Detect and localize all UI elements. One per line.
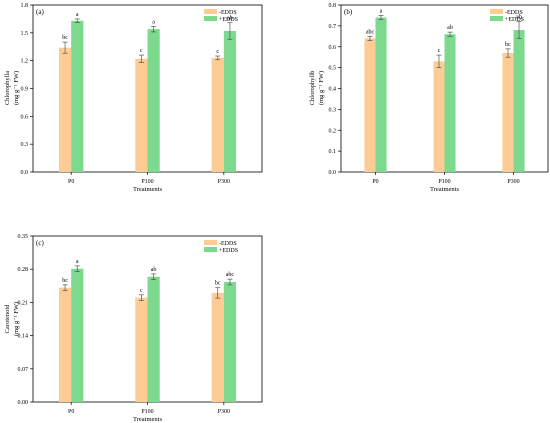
y-tick-label: 0.1 — [329, 149, 337, 155]
y-tick-label: 0.07 — [18, 367, 29, 373]
y-tick-label: 0.21 — [18, 300, 29, 306]
y-tick-label: 1.5 — [21, 31, 29, 37]
legend-swatch — [204, 247, 217, 252]
x-axis-title: Treatments — [133, 416, 162, 423]
y-axis-title-line: Chlorophylla — [4, 71, 11, 105]
bar-edds — [147, 276, 160, 402]
legend-label: +EDDS — [219, 248, 238, 254]
legend-swatch — [204, 9, 217, 14]
chart-panel-1: 0.0 0.3 0.6 0.9 1.2 1.5 1.8 P0 bc a P100 c a P300 c ab (… — [4, 3, 263, 193]
bar-edds — [71, 268, 84, 402]
significance-letter: a — [152, 19, 155, 25]
significance-letter: ab — [516, 15, 522, 21]
x-tick-label: P0 — [68, 409, 74, 415]
y-tick-label: 0.28 — [18, 267, 29, 273]
significance-letter: c — [216, 49, 219, 55]
significance-letter: bc — [505, 42, 511, 48]
bar-edds — [444, 34, 456, 172]
legend-swatch — [490, 9, 503, 14]
significance-letter: ab — [447, 25, 453, 31]
x-tick-label: P100 — [141, 179, 153, 185]
bar-edds — [502, 53, 514, 173]
bar-edds — [71, 20, 84, 173]
x-tick-label: P300 — [507, 179, 519, 185]
y-tick-label: 0.7 — [329, 24, 337, 30]
significance-letter: bc — [62, 35, 68, 41]
x-tick-label: P0 — [68, 179, 74, 185]
bar-edds — [135, 58, 148, 172]
x-tick-label: P100 — [438, 179, 450, 185]
significance-letter: bc — [215, 281, 221, 287]
y-axis-title: Chlorophyllb (mg g⁻¹ FW) — [309, 71, 325, 106]
y-axis-title-line: (mg g⁻¹ FW) — [13, 302, 20, 336]
y-tick-label: 0.5 — [329, 66, 337, 72]
y-tick-label: 0.3 — [21, 142, 29, 148]
legend-swatch — [490, 16, 503, 21]
legend-label: -EDDS — [219, 10, 237, 16]
chart-panel-3: 0.00 0.07 0.14 0.21 0.28 0.35 P0 bc a P100 c ab P300… — [4, 234, 263, 423]
significance-letter: ab — [227, 16, 233, 22]
significance-letter: abc — [366, 29, 375, 35]
significance-letter: abc — [226, 272, 235, 278]
y-tick-label: 1.2 — [21, 59, 29, 65]
y-tick-label: 0.8 — [329, 3, 337, 9]
y-tick-label: 0.3 — [329, 107, 337, 113]
significance-letter: c — [438, 48, 441, 54]
bar-edds — [223, 282, 237, 402]
y-tick-label: 0.6 — [329, 45, 337, 51]
bar-edds — [223, 30, 237, 172]
y-tick-label: 0.0 — [329, 170, 337, 176]
y-tick-label: 0.35 — [18, 234, 29, 240]
x-axis-title: Treatments — [133, 186, 162, 193]
bar-edds — [58, 287, 72, 402]
y-axis-title: Carotenoid (mg g⁻¹ FW) — [4, 302, 20, 336]
x-tick-label: P300 — [218, 179, 230, 185]
y-tick-label: 0.14 — [18, 334, 29, 340]
bar-edds — [211, 292, 224, 402]
y-tick-label: 0.2 — [329, 128, 337, 134]
significance-letter: bc — [62, 278, 68, 284]
significance-letter: a — [76, 259, 79, 265]
y-axis-title: Chlorophylla (mg g⁻¹ FW) — [4, 71, 20, 105]
significance-letter: a — [76, 12, 79, 18]
y-axis-title-line: (mg g⁻¹ FW) — [318, 71, 325, 105]
y-tick-label: 0.00 — [18, 400, 29, 406]
y-axis-title-line: (mg g⁻¹ FW) — [13, 71, 20, 105]
bar-edds — [211, 57, 224, 173]
y-tick-label: 0.9 — [21, 87, 29, 93]
y-axis-title-line: Carotenoid — [4, 304, 11, 334]
x-axis-title: Treatments — [430, 186, 459, 193]
y-tick-label: 1.8 — [21, 3, 29, 9]
legend-label: -EDDS — [219, 241, 237, 247]
x-tick-label: P300 — [218, 409, 230, 415]
significance-letter: c — [140, 288, 143, 294]
bar-edds — [433, 61, 445, 172]
x-tick-label: P0 — [372, 179, 378, 185]
bar-edds — [58, 47, 72, 172]
legend-label: +EDDS — [505, 17, 524, 23]
significance-letter: a — [380, 8, 383, 14]
y-tick-label: 0.0 — [21, 170, 29, 176]
bar-edds — [147, 29, 160, 172]
significance-letter: ab — [151, 267, 157, 273]
y-tick-label: 0.6 — [21, 114, 29, 120]
legend-swatch — [204, 240, 217, 245]
legend-label: -EDDS — [505, 10, 523, 16]
y-tick-label: 0.4 — [329, 87, 337, 93]
significance-letter: c — [140, 48, 143, 54]
panel-label: (c) — [36, 239, 44, 247]
bar-edds — [513, 30, 525, 172]
panel-label: (a) — [36, 8, 44, 16]
legend-swatch — [204, 16, 217, 21]
y-axis-title-line: Chlorophyllb — [309, 71, 316, 106]
bar-edds — [135, 297, 148, 402]
x-tick-label: P100 — [141, 409, 153, 415]
bar-edds — [364, 38, 376, 173]
legend-label: +EDDS — [219, 17, 238, 23]
chart-panel-2: 0.0 0.1 0.2 0.3 0.4 0.5 0.6 0.7 0.8 P0 abc a P100 c ab… — [309, 3, 549, 193]
panel-label: (b) — [344, 8, 353, 16]
bar-edds — [375, 17, 387, 173]
